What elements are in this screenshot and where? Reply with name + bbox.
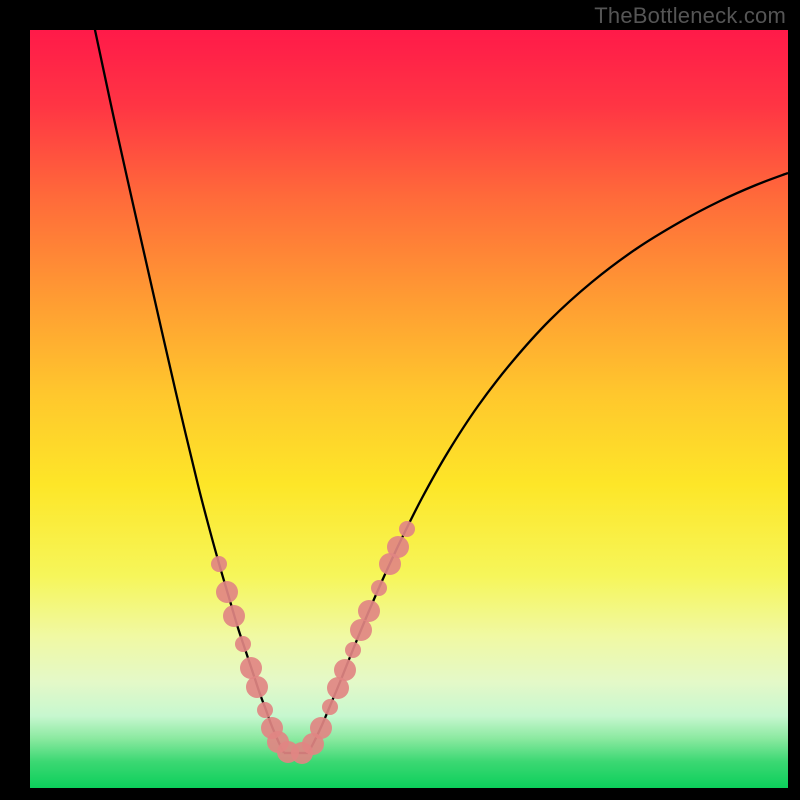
gradient-background: [30, 30, 788, 788]
data-dot: [310, 717, 332, 739]
data-dot: [211, 556, 227, 572]
data-dot: [235, 636, 251, 652]
data-dot: [216, 581, 238, 603]
data-dot: [322, 699, 338, 715]
data-dot: [334, 659, 356, 681]
data-dot: [223, 605, 245, 627]
data-dot: [358, 600, 380, 622]
data-dot: [240, 657, 262, 679]
watermark-text: TheBottleneck.com: [594, 3, 786, 29]
data-dot: [257, 702, 273, 718]
data-dot: [387, 536, 409, 558]
data-dot: [371, 580, 387, 596]
data-dot: [345, 642, 361, 658]
data-dot: [399, 521, 415, 537]
data-dot: [350, 619, 372, 641]
chart-svg: [30, 30, 788, 788]
data-dot: [246, 676, 268, 698]
plot-area: [30, 30, 788, 788]
